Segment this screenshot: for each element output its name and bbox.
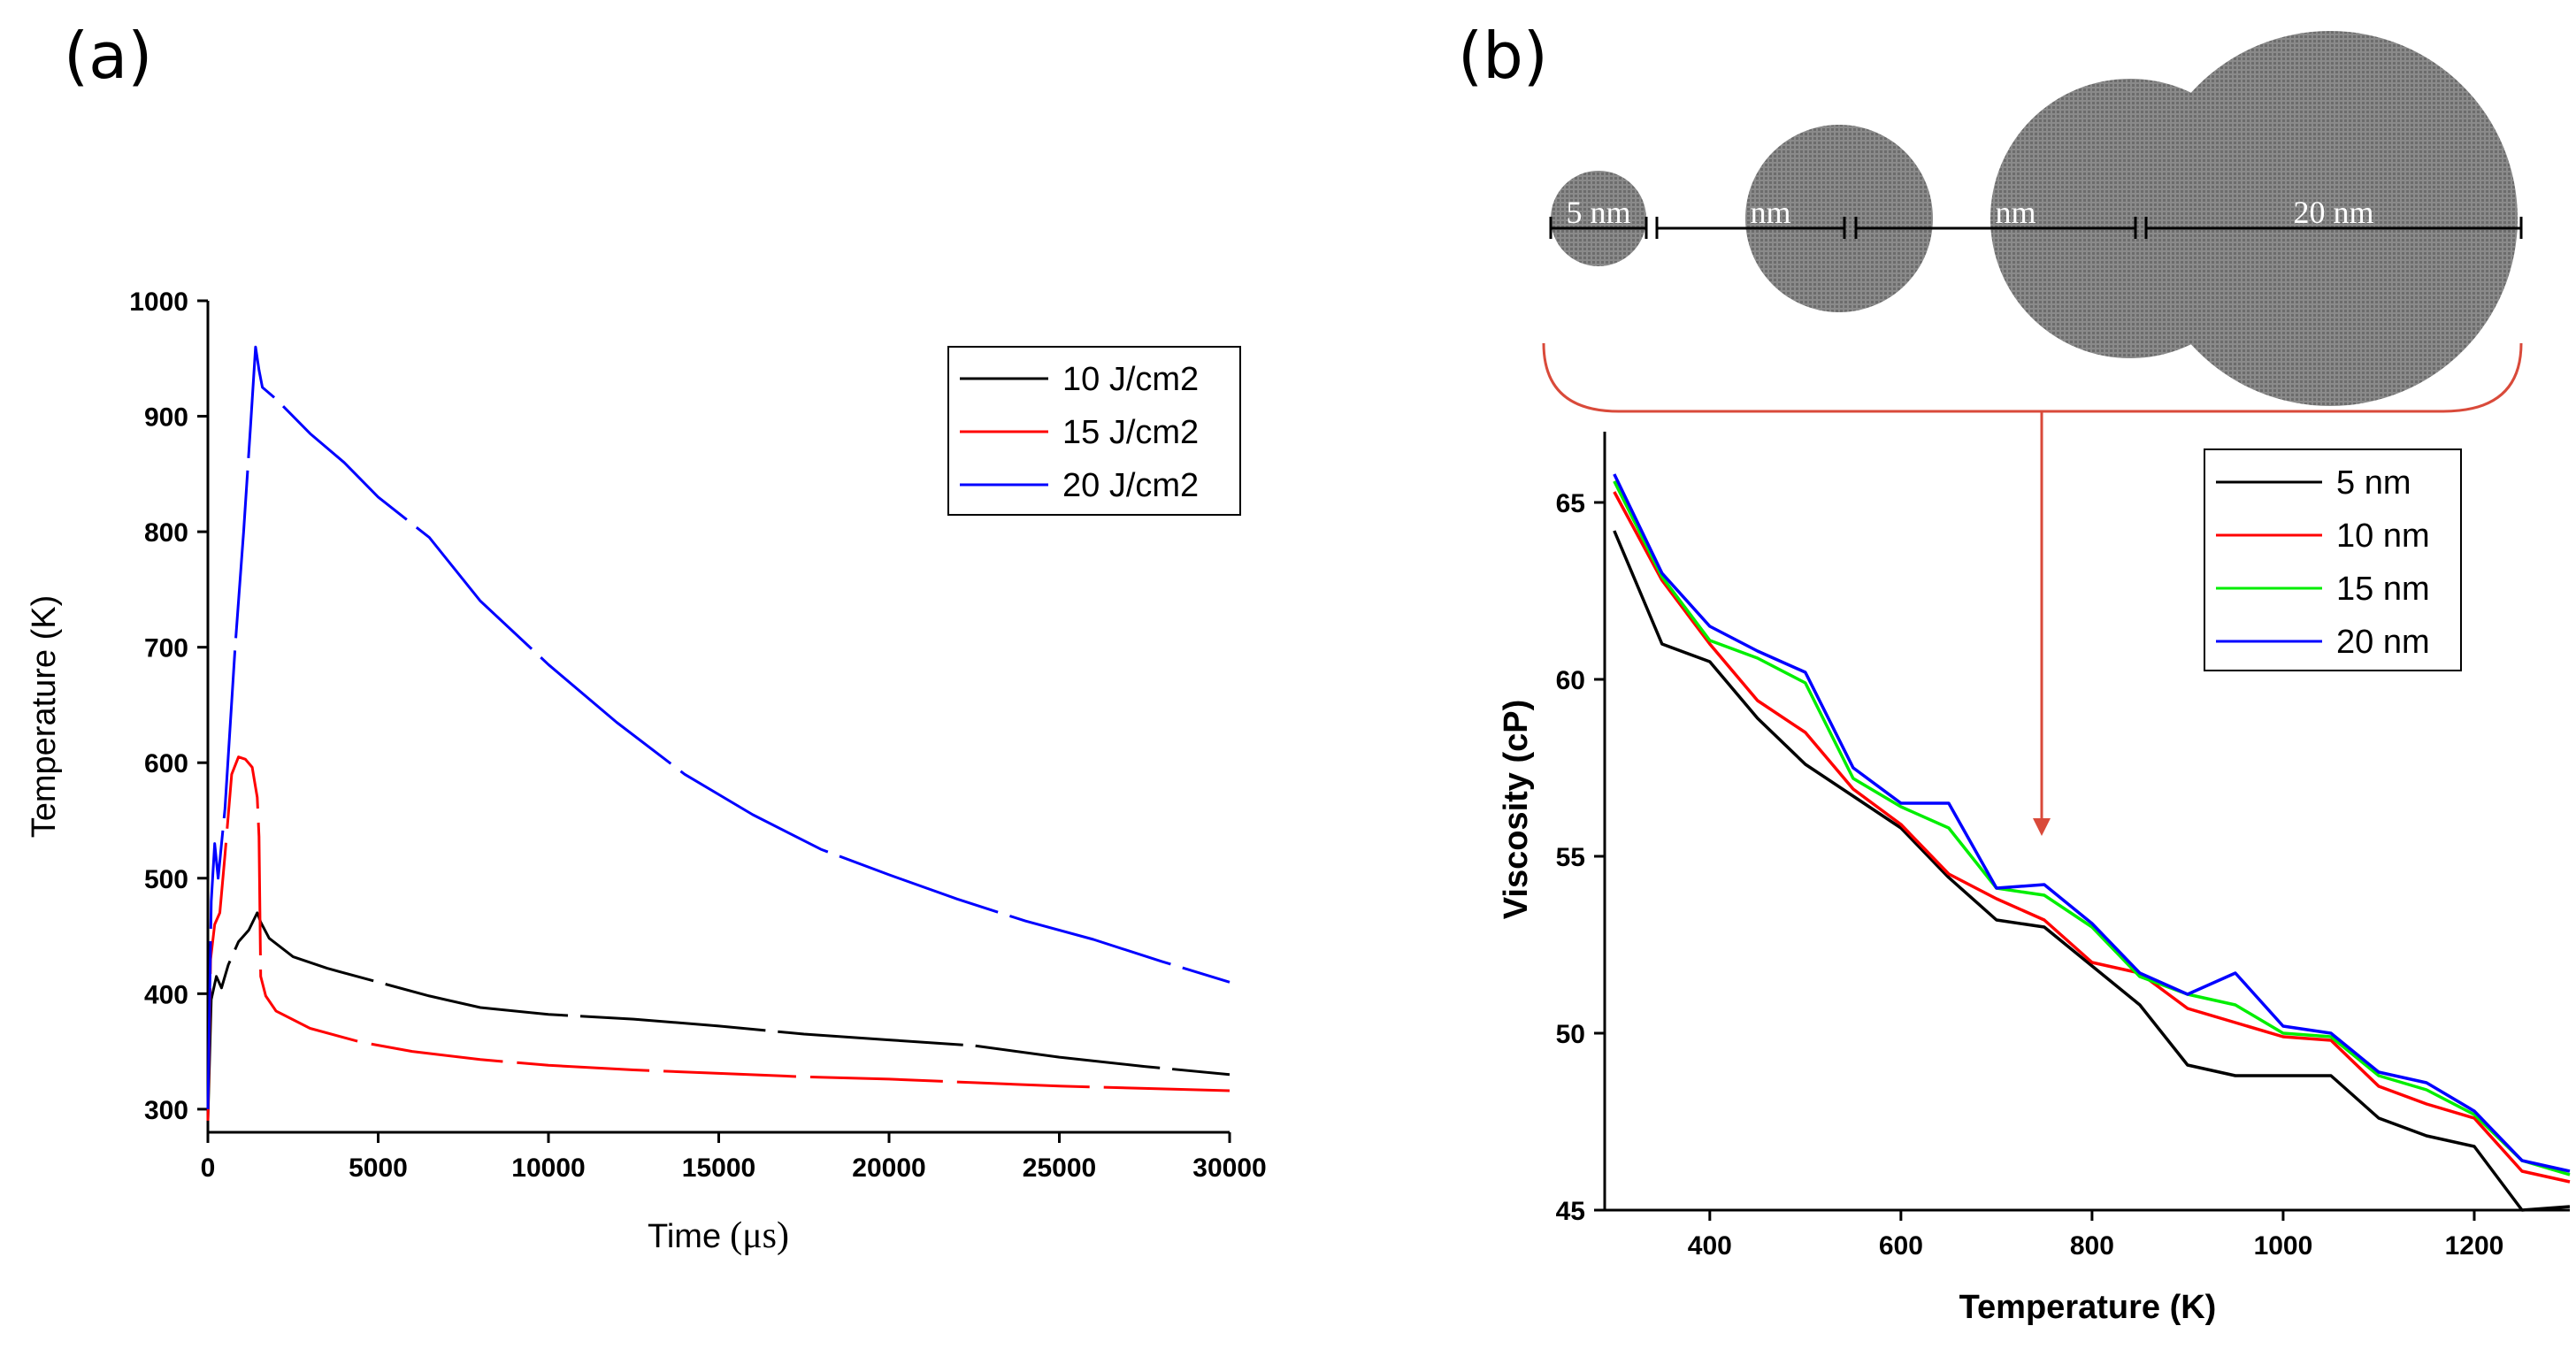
panel-a: (a) 0 5000 10000 15000 20000 25000 30000 300 400… [26,19,1267,1256]
b-x-tick-label: 800 [2070,1231,2114,1261]
a-legend-label-1: 15 J/cm2 [1062,414,1199,451]
b-x-tick-label: 400 [1688,1231,1732,1261]
panel-a-plot: 0 5000 10000 15000 20000 25000 30000 300 400 500 6… [129,287,1266,1183]
b-series-line-1 [1613,491,2571,1184]
a-y-tick-label: 300 [144,1096,188,1125]
b-legend-label-3: 20 nm [2336,624,2430,661]
a-x-axis-title: Time (μs) [648,1215,789,1256]
a-x-tick-label: 15000 [682,1154,755,1183]
a-x-axis-title-text: Time [648,1218,721,1255]
pointer-arrow-head [2033,818,2051,836]
a-x-tick-label: 0 [201,1154,216,1183]
a-x-tick-label: 20000 [852,1154,925,1183]
a-y-axis-title: Temperature (K) [26,595,63,839]
a-y-tick-label: 500 [144,865,188,894]
a-y-tick-label: 400 [144,980,188,1009]
particle-label-15nm: 15 nm [1955,195,2036,230]
b-y-tick-label: 45 [1556,1197,1585,1226]
a-series-line-1 [206,755,1230,1121]
a-y-tick-label: 600 [144,749,188,778]
particle-20nm [2143,31,2518,406]
a-y-tick-label: 1000 [129,287,188,317]
diameter-lines [1549,217,2523,239]
a-legend: 10 J/cm2 15 J/cm2 20 J/cm2 [947,346,1241,516]
a-legend-label-0: 10 J/cm2 [1062,361,1199,398]
panel-b-plot: 400 600 800 1000 1200 45 50 55 60 65 [1556,432,2571,1261]
panel-a-label: (a) [64,19,152,93]
a-x-tick-label: 10000 [511,1154,585,1183]
b-y-tick-label: 60 [1556,666,1585,695]
particle-5nm [1551,171,1646,266]
particle-label-5nm: 5 nm [1566,195,1630,230]
a-ticks: 0 5000 10000 15000 20000 25000 30000 300 400 500 6… [129,287,1266,1183]
b-series-line-0 [1613,530,2571,1212]
b-x-tick-label: 600 [1879,1231,1923,1261]
b-y-axis-title: Viscosity (cP) [1498,700,1535,920]
b-series [1613,473,2571,1212]
a-x-axis-title-unit: (μs) [730,1215,789,1256]
b-series-line-2 [1613,480,2571,1177]
panel-b-label: (b) [1458,19,1548,93]
b-x-axis-title: Temperature (K) [1959,1289,2217,1326]
particle-10nm [1745,125,1933,312]
b-y-tick-label: 65 [1556,489,1585,518]
b-legend-label-1: 10 nm [2336,517,2430,555]
b-legend-items: 5 nm 10 nm 15 nm 20 nm [2216,464,2430,661]
a-y-tick-label: 700 [144,634,188,663]
a-y-tick-label: 900 [144,403,188,433]
a-legend-items: 10 J/cm2 15 J/cm2 20 J/cm2 [960,361,1199,504]
a-series [206,345,1230,1121]
b-y-tick-label: 55 [1556,843,1585,872]
grouping-bracket [1542,342,2523,413]
b-legend-box [2204,448,2462,671]
a-x-tick-label: 25000 [1023,1154,1096,1183]
a-series-line-0 [206,911,1230,1121]
panel-b: (b) 5 nm 10 nm 15 n [1458,19,2571,1326]
a-x-tick-label: 5000 [349,1154,408,1183]
a-series-line-2 [206,345,1230,1109]
b-x-tick-label: 1000 [2254,1231,2313,1261]
b-y-tick-label: 50 [1556,1020,1585,1049]
a-legend-label-2: 20 J/cm2 [1062,467,1199,504]
b-legend-label-0: 5 nm [2336,464,2411,502]
a-x-tick-label: 30000 [1192,1154,1266,1183]
a-y-tick-label: 800 [144,518,188,548]
b-legend: 5 nm 10 nm 15 nm 20 nm [2204,448,2462,671]
particle-label-20nm: 20 nm [2293,195,2373,230]
nanoparticle-illustration: 5 nm 10 nm 15 nm 20 nm [1542,31,2523,836]
particle-label-10nm: 10 nm [1710,195,1790,230]
b-series-line-3 [1613,473,2571,1173]
b-ticks: 400 600 800 1000 1200 45 50 55 60 65 [1556,489,2504,1261]
b-x-tick-label: 1200 [2445,1231,2504,1261]
b-legend-label-2: 15 nm [2336,571,2430,608]
